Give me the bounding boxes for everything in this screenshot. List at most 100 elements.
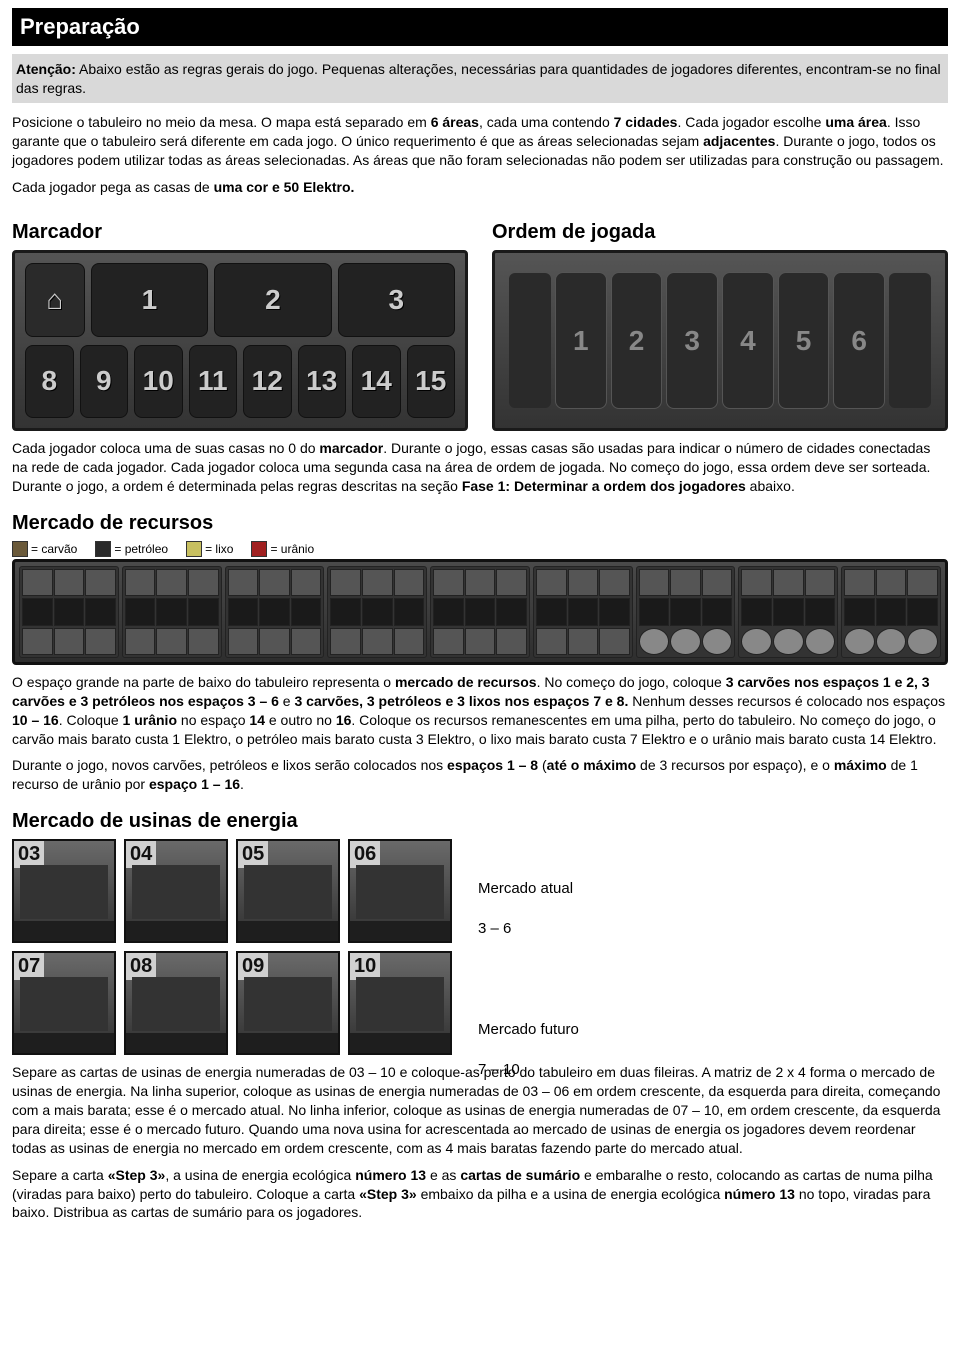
marcador-tile: ⌂	[25, 263, 85, 337]
mercado-cell	[841, 566, 941, 658]
legend-label: = lixo	[205, 541, 233, 557]
plant-card: 06	[348, 839, 452, 943]
attention-box: Atenção: Abaixo estão as regras gerais d…	[12, 54, 948, 104]
t: número 13	[355, 1167, 426, 1183]
t: até o máximo	[547, 757, 636, 773]
marcador-tile: 13	[298, 345, 347, 419]
t: O espaço grande na parte de baixo do tab…	[12, 674, 395, 690]
mercado-cell	[738, 566, 838, 658]
marcador-tile: 11	[189, 345, 238, 419]
t: cartas de sumário	[460, 1167, 580, 1183]
para-plant-market: Separe as cartas de usinas de energia nu…	[12, 1063, 948, 1157]
mercado-cell	[225, 566, 325, 658]
plant-number: 06	[350, 841, 380, 868]
t: marcador	[319, 440, 383, 456]
marcador-tile: 3	[338, 263, 455, 337]
para-marker: Cada jogador coloca uma de suas casas no…	[12, 439, 948, 496]
plant-number: 05	[238, 841, 268, 868]
ordem-slot: 6	[833, 272, 885, 409]
t: Durante o jogo, novos carvões, petróleos…	[12, 757, 447, 773]
marcador-tile: 2	[214, 263, 331, 337]
t: adjacentes	[703, 133, 775, 149]
plant-number: 03	[14, 841, 44, 868]
attention-text: Abaixo estão as regras gerais do jogo. P…	[16, 61, 941, 96]
mercado-cell	[430, 566, 530, 658]
heading-mercado-recursos: Mercado de recursos	[12, 510, 948, 537]
t: .	[240, 776, 244, 792]
marcador-tile: 12	[243, 345, 292, 419]
t: uma área	[825, 114, 886, 130]
t: e as	[426, 1167, 460, 1183]
label-mercado-futuro: Mercado futuro	[478, 1020, 579, 1040]
t: 1 urânio	[123, 712, 177, 728]
bulb-icon	[509, 273, 551, 408]
t: «Step 3»	[359, 1186, 417, 1202]
mercado-cell	[636, 566, 736, 658]
marcador-graphic: ⌂123 89101112131415	[12, 250, 468, 431]
attention-label: Atenção:	[16, 61, 76, 77]
t: 14	[249, 712, 265, 728]
t: 16	[336, 712, 352, 728]
ordem-graphic: 123456	[492, 250, 948, 431]
t: máximo	[834, 757, 887, 773]
t: Posicione o tabuleiro no meio da mesa. O…	[12, 114, 431, 130]
t: 10 – 16	[12, 712, 59, 728]
para-setup: Posicione o tabuleiro no meio da mesa. O…	[12, 113, 948, 170]
t: espaços 1 – 8	[447, 757, 538, 773]
plant-number: 10	[350, 953, 380, 980]
plant-card: 08	[124, 951, 228, 1055]
marcador-tile: 9	[80, 345, 129, 419]
para-mercado: O espaço grande na parte de baixo do tab…	[12, 673, 948, 749]
plant-card: 09	[236, 951, 340, 1055]
heading-ordem: Ordem de jogada	[492, 219, 948, 246]
t: de 3 recursos por espaço), e o	[636, 757, 834, 773]
t: . Coloque	[59, 712, 123, 728]
legend-label: = petróleo	[114, 541, 168, 557]
plant-number: 07	[14, 953, 44, 980]
para-deck: Separe a carta «Step 3», a usina de ener…	[12, 1166, 948, 1223]
t: mercado de recursos	[395, 674, 537, 690]
plant-number: 04	[126, 841, 156, 868]
t: , cada uma contendo	[479, 114, 614, 130]
t: número 13	[724, 1186, 795, 1202]
t: . Cada jogador escolhe	[677, 114, 825, 130]
t: embaixo da pilha e a usina de energia ec…	[417, 1186, 724, 1202]
marcador-tile: 10	[134, 345, 183, 419]
t: e	[279, 693, 295, 709]
plant-card: 04	[124, 839, 228, 943]
ordem-slot: 1	[555, 272, 607, 409]
swatch-carvao	[12, 541, 28, 557]
plant-number: 09	[238, 953, 268, 980]
marcador-tile: 15	[407, 345, 456, 419]
plant-card: 03	[12, 839, 116, 943]
t: uma cor e 50 Elektro.	[214, 179, 355, 195]
t: Cada jogador coloca uma de suas casas no…	[12, 440, 319, 456]
bulb-icon	[889, 273, 931, 408]
t: Cada jogador pega as casas de	[12, 179, 214, 195]
marcador-tile: 8	[25, 345, 74, 419]
t: Separe a carta	[12, 1167, 108, 1183]
ordem-slot: 2	[611, 272, 663, 409]
heading-marcador: Marcador	[12, 219, 468, 246]
t: Fase 1: Determinar a ordem dos jogadores	[462, 478, 746, 494]
para-houses: Cada jogador pega as casas de uma cor e …	[12, 178, 948, 197]
t: (	[538, 757, 547, 773]
mercado-cell	[327, 566, 427, 658]
section-title: Preparação	[12, 8, 948, 46]
t: abaixo.	[746, 478, 795, 494]
t: «Step 3»	[108, 1167, 166, 1183]
mercado-recursos-graphic	[12, 559, 948, 665]
plant-card: 07	[12, 951, 116, 1055]
t: 3 carvões, 3 petróleos e 3 lixos nos esp…	[295, 693, 629, 709]
plant-market-graphic: 03040506 07080910 Mercado atual 3 – 6 Me…	[12, 839, 948, 1055]
t: espaço 1 – 16	[149, 776, 240, 792]
t: , a usina de energia ecológica	[165, 1167, 355, 1183]
swatch-uranio	[251, 541, 267, 557]
t: . No começo do jogo, coloque	[537, 674, 726, 690]
t: 7 cidades	[614, 114, 678, 130]
legend-label: = urânio	[270, 541, 314, 557]
label-mercado-atual-range: 3 – 6	[478, 919, 579, 939]
ordem-slot: 4	[722, 272, 774, 409]
t: no espaço	[177, 712, 249, 728]
ordem-slot: 3	[666, 272, 718, 409]
